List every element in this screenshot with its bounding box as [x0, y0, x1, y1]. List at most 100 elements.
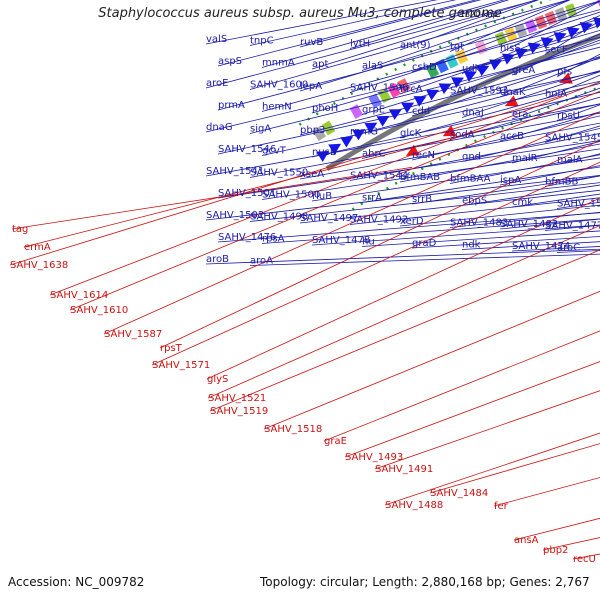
reverse-gene-label: recU — [573, 554, 596, 565]
reverse-gene-leader-line — [151, 161, 600, 366]
forward-gene-label: SAHV_1477 — [545, 221, 600, 232]
forward-gene-leader-line — [311, 0, 538, 70]
category-block — [544, 10, 558, 26]
forward-cds-arrow — [476, 65, 490, 77]
forward-gene-leader-line — [249, 0, 570, 90]
forward-gene-leader-line — [205, 37, 600, 133]
forward-gene-leader-line — [217, 212, 600, 243]
reverse-gene-leader-line — [9, 95, 562, 266]
forward-gene-leader-line — [361, 0, 571, 71]
forward-gene-leader-line — [299, 189, 600, 224]
forward-gene-label: SAHV_1550 — [250, 168, 308, 179]
accession-text: Accession: NC_009782 — [8, 575, 145, 589]
gene-labels: valS tnpC ruvB lytH ant(9) tgt hisS secF aspS mnm… — [10, 34, 600, 565]
forward-gene-leader-line — [399, 143, 600, 183]
forward-gene-label: holA — [545, 89, 567, 100]
reverse-gene-label: SAHV_1519 — [210, 406, 268, 417]
forward-gene-label: glcK — [400, 128, 422, 139]
reverse-gene-label: ansA — [514, 535, 539, 546]
forward-gene-label: pbp3 — [300, 125, 325, 136]
forward-gene-label: gcvT — [262, 146, 287, 157]
forward-gene-leader-line — [311, 224, 600, 246]
reverse-gene-leader-line — [572, 553, 600, 560]
forward-gene-leader-line — [261, 218, 600, 244]
forward-gene-leader-line — [249, 182, 600, 222]
forward-gene-leader-line — [205, 174, 600, 221]
map-title: Staphylococcus aureus subsp. aureus Mu3,… — [98, 6, 502, 21]
forward-gene-label: ant(9) — [400, 40, 431, 51]
forward-gene-label: rpsU — [557, 111, 580, 122]
forward-gene-label: rpsA — [262, 234, 285, 245]
forward-gene-leader-line — [311, 91, 600, 158]
forward-gene-label: aspS — [218, 56, 242, 67]
forward-gene-label: SAHV_1593 — [450, 86, 508, 97]
forward-gene-label: sodA — [450, 130, 475, 141]
forward-gene-label: SAHV_1546 — [218, 144, 276, 155]
reverse-gene-leader-line — [384, 432, 600, 506]
forward-gene-label: aroC — [557, 243, 580, 254]
forward-gene-label: ndk — [462, 240, 481, 251]
forward-gene-label: hemN — [262, 102, 292, 113]
reverse-gene-label: SAHV_1488 — [385, 500, 443, 511]
forward-gene-label: aroE — [206, 78, 228, 89]
forward-gene-label: lepA — [300, 81, 322, 92]
reverse-gene-leader-line — [23, 128, 486, 248]
reverse-gene-label: SAHV_1518 — [264, 424, 322, 435]
forward-gene-leader-line — [399, 24, 600, 95]
category-block — [564, 3, 578, 18]
forward-gene-leader-line — [217, 0, 477, 67]
forward-gene-label: rpmG — [350, 127, 378, 138]
forward-gene-label: aroA — [250, 256, 273, 267]
forward-gene-leader-line — [461, 15, 600, 74]
reverse-gene-label: SAHV_1571 — [152, 360, 210, 371]
inner-scale-ring — [351, 85, 600, 211]
forward-gene-label: xerD — [400, 216, 424, 227]
forward-gene-leader-line — [349, 133, 600, 181]
forward-gene-label: srrA — [362, 193, 382, 204]
forward-gene-label: dnaK — [500, 87, 526, 98]
forward-gene-leader-line — [311, 157, 600, 202]
forward-gene-label: alaS — [362, 61, 383, 72]
forward-gene-label: phoH — [312, 103, 338, 114]
reverse-gene-label: SAHV_1493 — [345, 452, 403, 463]
forward-gene-label: secF — [545, 45, 568, 56]
forward-gene-label: malA — [557, 155, 583, 166]
reverse-gene-leader-line — [11, 166, 413, 230]
forward-gene-label: SAHV_1478 — [312, 235, 370, 246]
forward-gene-leader-line — [261, 0, 505, 68]
forward-gene-label: ebpS — [462, 196, 487, 207]
forward-gene-leader-line — [217, 9, 600, 111]
forward-gene-label: rluB — [312, 191, 332, 202]
forward-gene-label: aroB — [206, 254, 229, 265]
forward-gene-label: bfmBB — [545, 177, 578, 188]
forward-gene-label: malR — [512, 153, 538, 164]
reverse-gene-leader-line — [209, 249, 600, 412]
forward-cds-arrow — [328, 143, 342, 155]
reverse-gene-label: glyS — [207, 374, 228, 385]
forward-gene-leader-line — [205, 0, 438, 45]
reverse-gene-leader-line — [49, 81, 600, 296]
category-block — [534, 14, 548, 30]
reverse-gene-label: ermA — [24, 242, 51, 253]
forward-gene-leader-line — [299, 58, 600, 136]
forward-gene-leader-line — [299, 122, 600, 180]
category-block — [425, 63, 440, 79]
forward-gene-label: valS — [206, 34, 227, 45]
forward-cds-arrow — [553, 32, 567, 44]
forward-gene-leader-line — [349, 197, 600, 225]
kbp-scale: 1820 kbp1800 kbp1780 kbp1760 kbp1740 kbp… — [298, 0, 600, 211]
forward-gene-leader-line — [361, 42, 600, 115]
forward-gene-leader-line — [411, 115, 600, 161]
category-block — [524, 18, 538, 34]
reverse-gene-label: SAHV_1614 — [50, 290, 108, 301]
category-block — [597, 0, 600, 7]
forward-gene-leader-line — [511, 33, 600, 76]
forward-gene-label: tgt — [450, 42, 464, 53]
reverse-gene-leader-line — [103, 111, 600, 335]
reverse-gene-leader-line — [263, 290, 600, 430]
category-block — [368, 93, 382, 109]
forward-gene-label: udk — [462, 64, 481, 75]
reverse-gene-label: SAHV_1521 — [208, 393, 266, 404]
forward-gene-label: ispA — [500, 175, 521, 186]
